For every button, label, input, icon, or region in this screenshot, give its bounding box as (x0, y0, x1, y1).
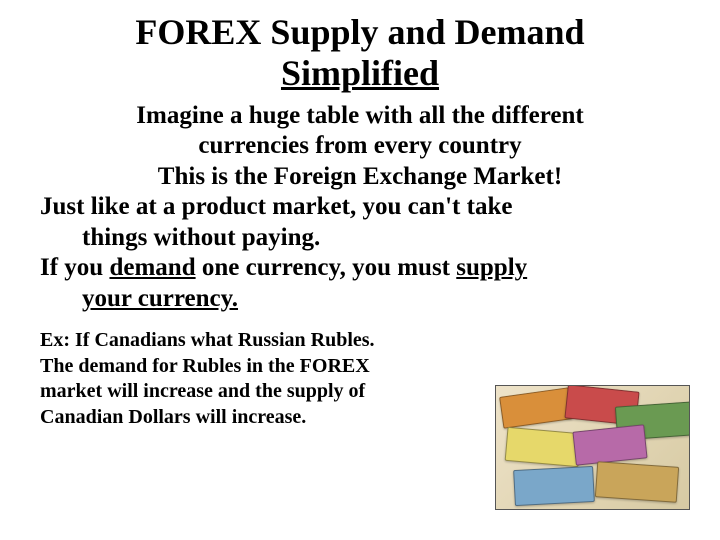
body-l2: currencies from every country (40, 131, 680, 162)
currency-banknotes-image (495, 385, 690, 510)
body-l6b: one currency, you must (196, 254, 457, 281)
ex-l2: The demand for Rubles in the FOREX (40, 354, 420, 380)
ex-l3: market will increase and the supply of (40, 379, 420, 405)
body-l6-underline-1: demand (109, 254, 195, 281)
body-l7: your currency. (40, 284, 680, 315)
title-line-1: FOREX Supply and Demand (135, 12, 584, 52)
body-l6a: If you (40, 254, 109, 281)
ex-l4: Canadian Dollars will increase. (40, 405, 420, 431)
title-line-2: Simplified (281, 53, 439, 93)
example-text: Ex: If Canadians what Russian Rubles. Th… (40, 328, 420, 430)
banknote (499, 387, 573, 428)
ex-l1: Ex: If Canadians what Russian Rubles. (40, 328, 420, 354)
body-l3: This is the Foreign Exchange Market! (40, 162, 680, 193)
banknote (513, 466, 595, 506)
body-text: Imagine a huge table with all the differ… (40, 101, 680, 315)
banknote (572, 424, 647, 465)
body-l5: things without paying. (40, 223, 680, 254)
body-l7-underline: your currency. (82, 285, 238, 312)
banknote (505, 427, 582, 467)
body-l4: Just like at a product market, you can't… (40, 192, 680, 223)
body-l1: Imagine a huge table with all the differ… (40, 101, 680, 132)
banknote (595, 461, 679, 503)
slide-title: FOREX Supply and Demand Simplified (40, 12, 680, 95)
body-l6: If you demand one currency, you must sup… (40, 253, 680, 284)
body-l6-underline-2: supply (456, 254, 527, 281)
